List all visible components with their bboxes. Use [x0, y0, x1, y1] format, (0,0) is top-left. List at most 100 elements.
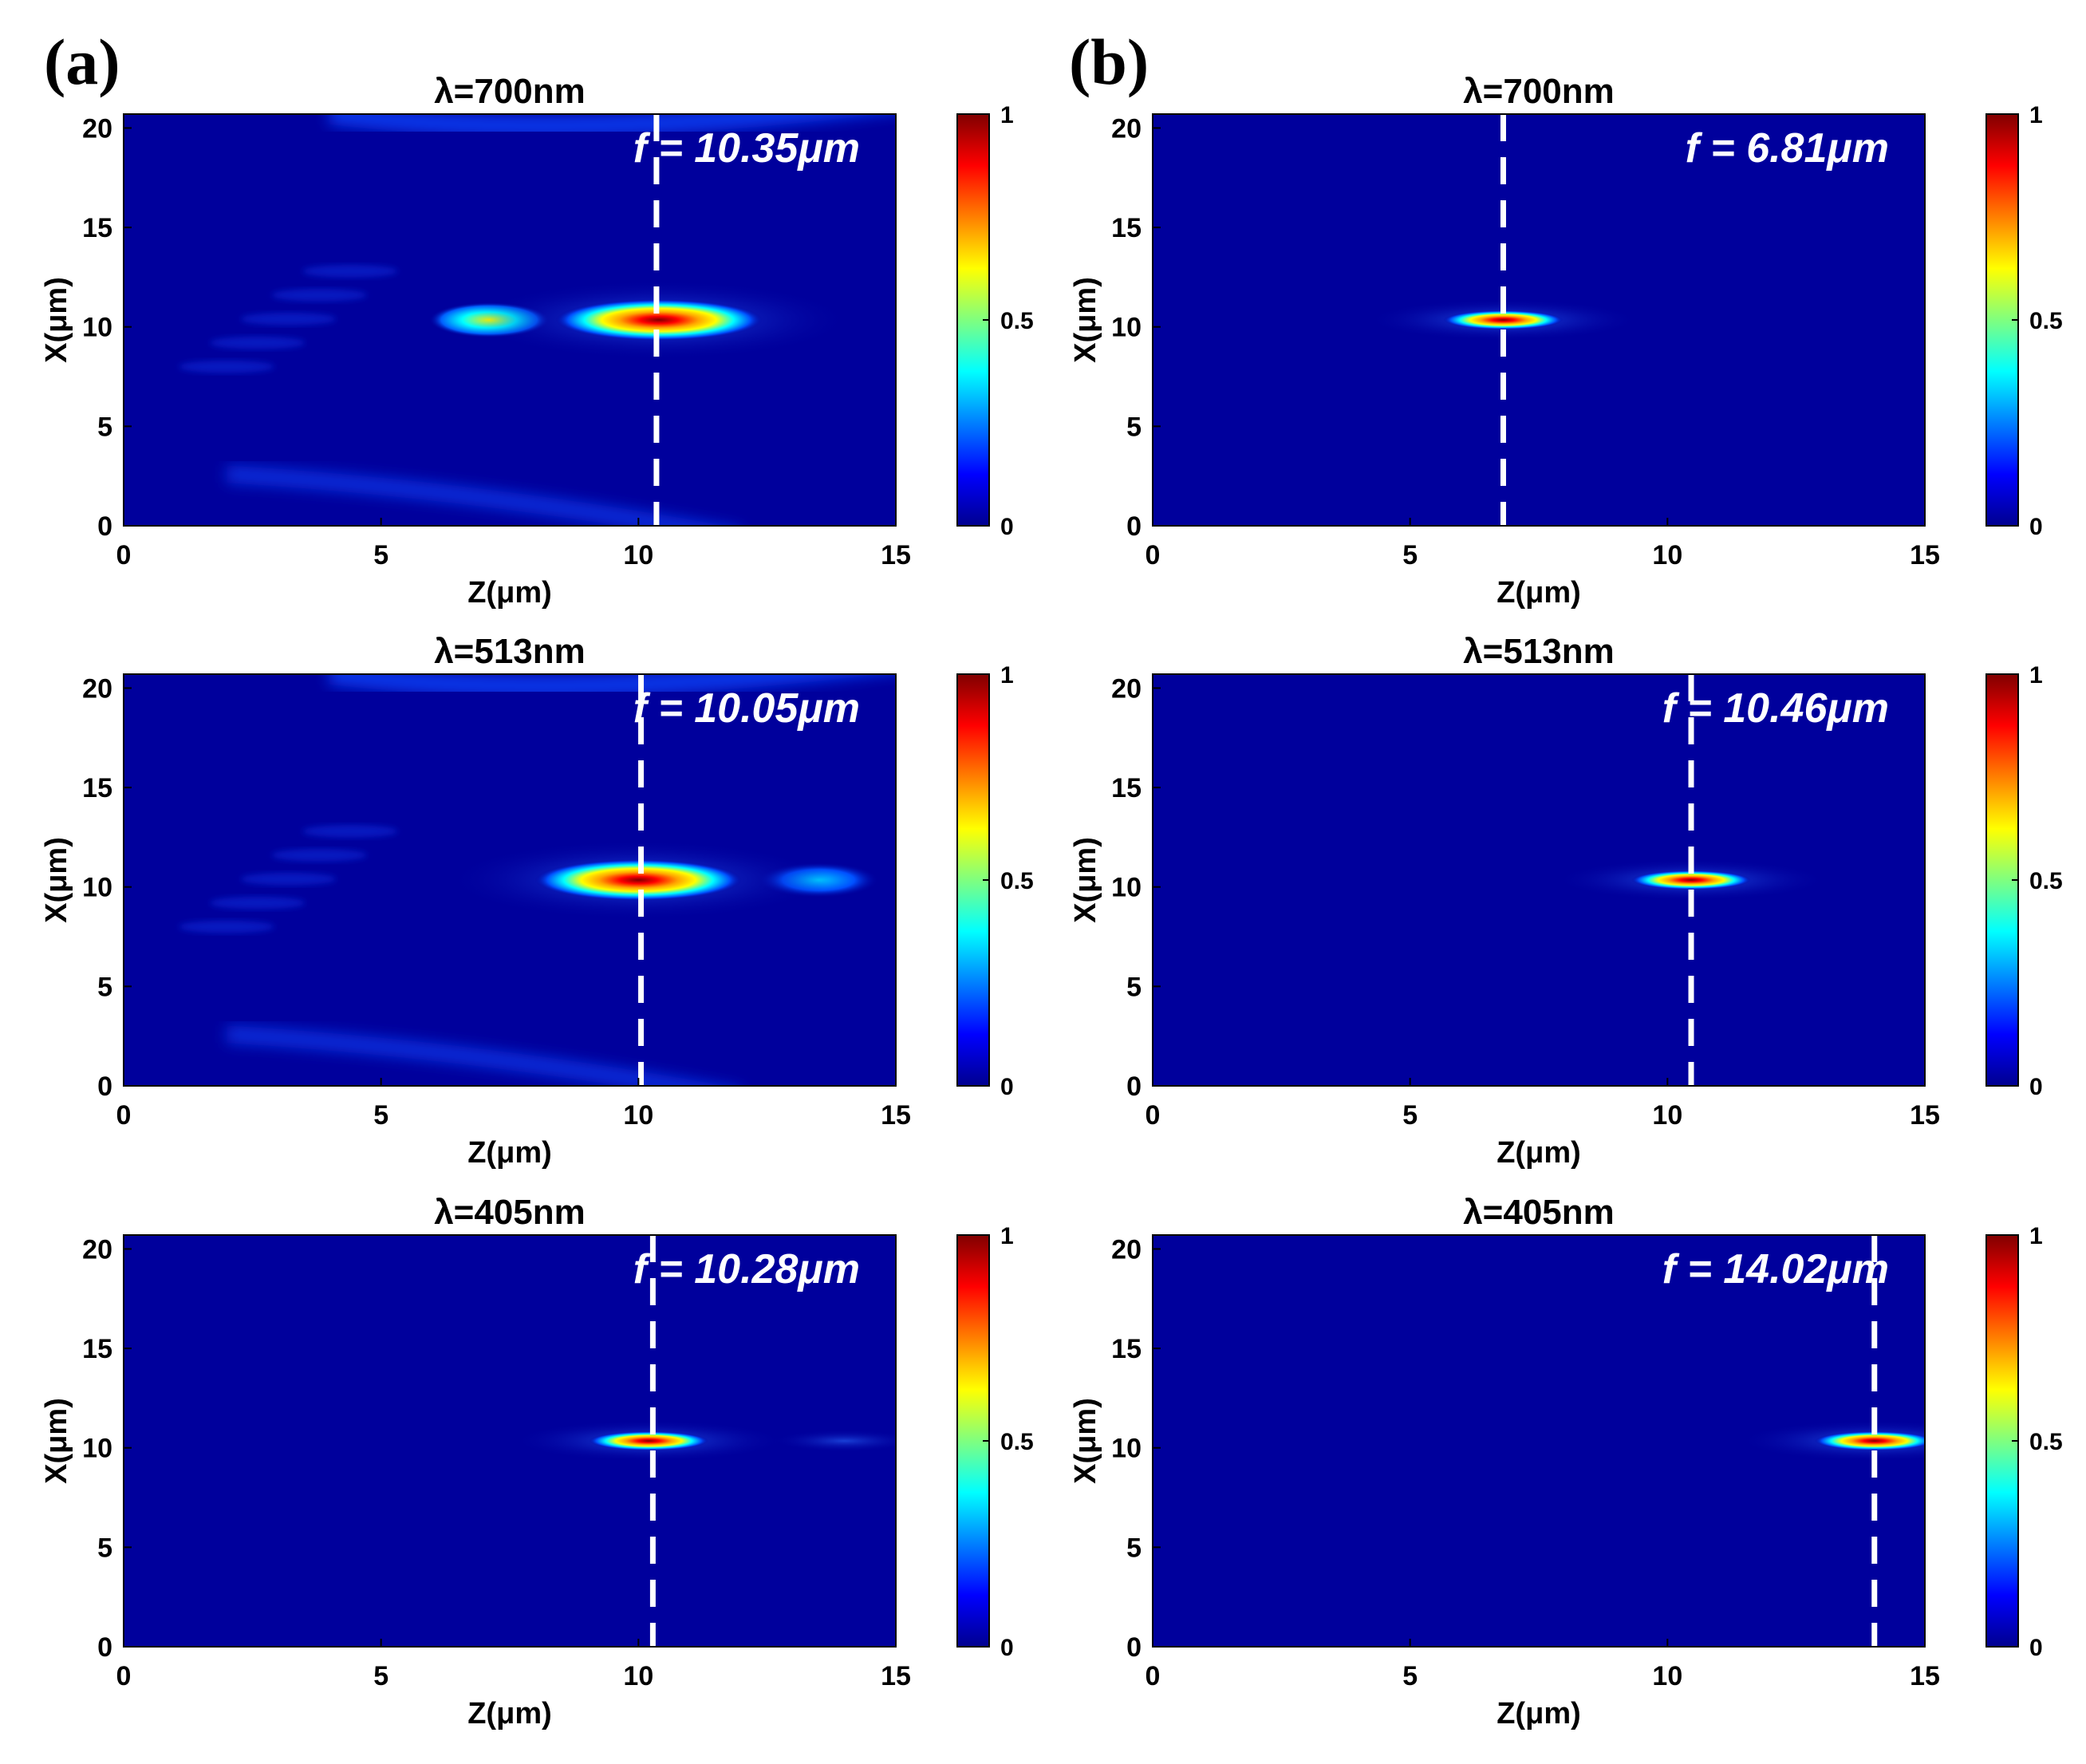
chart-6-y-axis-label: X(μm) [1069, 1398, 1102, 1484]
chart-3-x-tick-label: 15 [881, 1100, 911, 1131]
chart-3-colorbar-tick-label: 1 [1000, 662, 1014, 689]
chart-4-title: λ=513nm [1463, 632, 1615, 671]
chart-3-x-axis-label: Z(μm) [467, 1136, 552, 1170]
chart-5-focus-spot [589, 1431, 709, 1450]
chart-1-y-tick-label: 0 [97, 511, 112, 542]
chart-3-y-tick-label: 15 [82, 773, 112, 803]
chart-5-x-tick-label: 15 [881, 1661, 911, 1691]
chart-4-field [1556, 859, 1828, 901]
chart-6-y-tick-label: 20 [1111, 1234, 1142, 1265]
chart-5-y-tick-label: 5 [97, 1533, 112, 1563]
chart-4-colorbar-tick-label: 1 [2029, 662, 2043, 689]
chart-3-y-tick-label: 0 [97, 1071, 112, 1102]
chart-1-axes-frame [123, 113, 897, 527]
chart-6-y-tick-label: 10 [1111, 1434, 1142, 1464]
chart-2-x-tick-label: 15 [1910, 540, 1940, 570]
chart-5-axes-frame [123, 1234, 897, 1648]
chart-5-x-tick-label: 5 [373, 1661, 388, 1691]
chart-6-axes-frame [1152, 1234, 1926, 1648]
chart-3-focal-annotation: f = 10.05μm [633, 685, 860, 732]
chart-5-title: λ=405nm [434, 1193, 586, 1232]
chart-1-fringe [209, 336, 306, 349]
chart-5-y-tick-label: 0 [97, 1632, 112, 1663]
chart-1-focal-annotation: f = 10.35μm [633, 125, 860, 172]
chart-3-colorbar-tick-label: 0.5 [1000, 868, 1034, 894]
chart-5-field [513, 1420, 896, 1462]
chart-1-side-lobe-bottom [226, 465, 725, 526]
chart-2-axes-frame [1152, 113, 1926, 527]
chart-1-x-tick-label: 0 [116, 540, 132, 570]
chart-1-fringe [179, 360, 275, 373]
chart-5-x-tick-label: 10 [623, 1661, 653, 1691]
chart-5-x-axis-label: Z(μm) [467, 1697, 552, 1730]
chart-6-x-tick-label: 0 [1146, 1661, 1161, 1691]
chart-5-x-tick-label: 0 [116, 1661, 132, 1691]
chart-1-title: λ=700nm [434, 72, 586, 111]
chart-1-y-axis-label: X(μm) [40, 277, 73, 363]
chart-3-side-lobe-top [328, 674, 880, 697]
chart-1-field [179, 114, 880, 526]
chart-5-focal-annotation: f = 10.28μm [633, 1246, 860, 1292]
chart-2-y-tick-label: 5 [1126, 412, 1142, 442]
chart-2-x-tick-label: 10 [1652, 540, 1682, 570]
chart-1-fringe [271, 288, 368, 302]
chart-4-colorbar-tick-label: 0 [2029, 1074, 2043, 1100]
chart-4-x-tick-label: 5 [1402, 1100, 1418, 1131]
chart-6-field [1738, 1420, 1925, 1462]
chart-3-focus-spot [534, 859, 743, 901]
chart-5-y-tick-label: 20 [82, 1234, 112, 1265]
chart-4-x-tick-label: 0 [1146, 1100, 1161, 1131]
chart-3-fringe [240, 872, 337, 886]
chart-3-axes-frame [123, 673, 897, 1087]
chart-6-x-tick-label: 10 [1652, 1661, 1682, 1691]
chart-1-y-tick-label: 15 [82, 213, 112, 243]
chart-6-focal-annotation: f = 14.02μm [1662, 1246, 1889, 1292]
chart-1-y-tick-label: 10 [82, 313, 112, 343]
chart-4-y-tick-label: 0 [1126, 1071, 1142, 1102]
chart-1-colorbar-tick-label: 0 [1000, 514, 1014, 540]
chart-1-focus-spot [555, 299, 763, 341]
chart-3-fringe [179, 920, 275, 933]
chart-3-colorbar-tick-label: 0 [1000, 1074, 1014, 1100]
chart-4-y-axis-label: X(μm) [1069, 837, 1102, 923]
chart-3-fringe [271, 848, 368, 862]
chart-2-x-tick-label: 0 [1146, 540, 1161, 570]
chart-4-y-tick-label: 15 [1111, 773, 1142, 803]
chart-1-colorbar-tick-label: 0.5 [1000, 308, 1034, 334]
chart-1-colorbar-tick-label: 1 [1000, 102, 1014, 128]
chart-6-title: λ=405nm [1463, 1193, 1615, 1232]
chart-3-y-tick-label: 5 [97, 972, 112, 1002]
chart-4-x-tick-label: 10 [1652, 1100, 1682, 1131]
panel-label-b: (b) [1069, 26, 1149, 98]
chart-5-y-tick-label: 15 [82, 1334, 112, 1364]
chart-4-colorbar-tick-label: 0.5 [2029, 868, 2063, 894]
chart-4-y-tick-label: 5 [1126, 972, 1142, 1002]
chart-2-field [1367, 299, 1639, 341]
chart-6-colorbar-tick-label: 0 [2029, 1635, 2043, 1661]
chart-4-focus-spot [1631, 870, 1752, 890]
chart-3-fringe [302, 824, 398, 838]
chart-1-x-tick-label: 15 [881, 540, 911, 570]
chart-2-y-tick-label: 10 [1111, 313, 1142, 343]
chart-6-y-tick-label: 15 [1111, 1334, 1142, 1364]
chart-5-colorbar-tick-label: 0.5 [1000, 1429, 1034, 1455]
chart-2-focus-spot [1443, 310, 1564, 330]
chart-3-title: λ=513nm [434, 632, 586, 671]
chart-1-side-lobe-top [328, 114, 880, 136]
chart-2-y-tick-label: 20 [1111, 113, 1142, 144]
chart-2-y-axis-label: X(μm) [1069, 277, 1102, 363]
chart-1-fringe [240, 312, 337, 326]
chart-2-focal-annotation: f = 6.81μm [1686, 125, 1889, 172]
chart-2-colorbar-tick-label: 0 [2029, 514, 2043, 540]
chart-2-y-tick-label: 15 [1111, 213, 1142, 243]
chart-5-colorbar-tick-label: 0 [1000, 1635, 1014, 1661]
chart-2-title: λ=700nm [1463, 72, 1615, 111]
chart-1-x-tick-label: 10 [623, 540, 653, 570]
chart-4-x-tick-label: 15 [1910, 1100, 1940, 1131]
